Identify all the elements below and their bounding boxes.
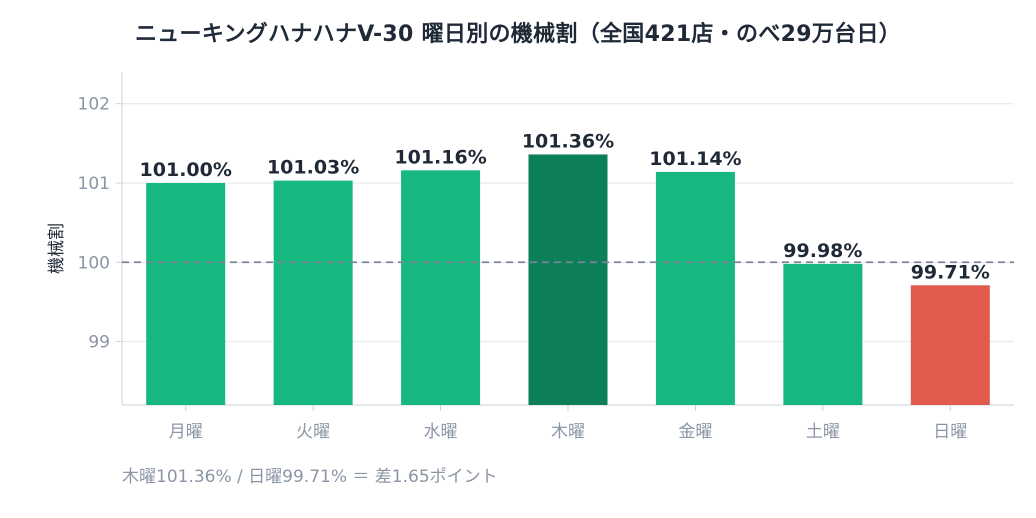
- y-tick-labels: 99 100 101 102: [78, 95, 110, 353]
- y-tick-label: 102: [78, 95, 110, 115]
- bar: [783, 263, 863, 405]
- bars: [146, 154, 990, 405]
- chart-title: ニューキングハナハナV-30 曜日別の機械割（全国421店・のべ29万台日）: [134, 22, 902, 47]
- footnote: 木曜101.36% / 日曜99.71% ＝ 差1.65ポイント: [122, 467, 498, 487]
- x-tick-label: 木曜: [551, 422, 585, 442]
- value-label: 99.98%: [783, 240, 862, 262]
- x-tick-label: 日曜: [933, 422, 967, 442]
- bar: [273, 180, 353, 405]
- value-label: 101.16%: [394, 146, 486, 168]
- x-tick-label: 金曜: [678, 422, 712, 442]
- x-tick-label: 月曜: [169, 422, 203, 442]
- value-labels: 101.00% 101.03% 101.16% 101.36% 101.14% 99.98…: [140, 130, 990, 283]
- x-tick-label: 水曜: [424, 422, 458, 442]
- x-tick-label: 土曜: [806, 422, 840, 442]
- value-label: 101.36%: [522, 130, 614, 152]
- bar: [910, 285, 990, 405]
- bar: [655, 171, 735, 405]
- bar: [528, 154, 608, 405]
- bar: [146, 183, 226, 405]
- x-tick-label: 火曜: [296, 422, 330, 442]
- value-label: 101.03%: [267, 157, 359, 179]
- x-tick-labels: 月曜 火曜 水曜 木曜 金曜 土曜 日曜: [169, 422, 968, 442]
- value-label: 99.71%: [911, 261, 990, 283]
- y-tick-label: 100: [78, 253, 110, 273]
- y-tick-label: 101: [78, 174, 110, 194]
- y-axis-label: 機械割: [47, 223, 67, 274]
- value-label: 101.14%: [649, 148, 741, 170]
- y-tick-label: 99: [88, 333, 110, 353]
- bar: [401, 170, 481, 405]
- value-label: 101.00%: [140, 159, 232, 181]
